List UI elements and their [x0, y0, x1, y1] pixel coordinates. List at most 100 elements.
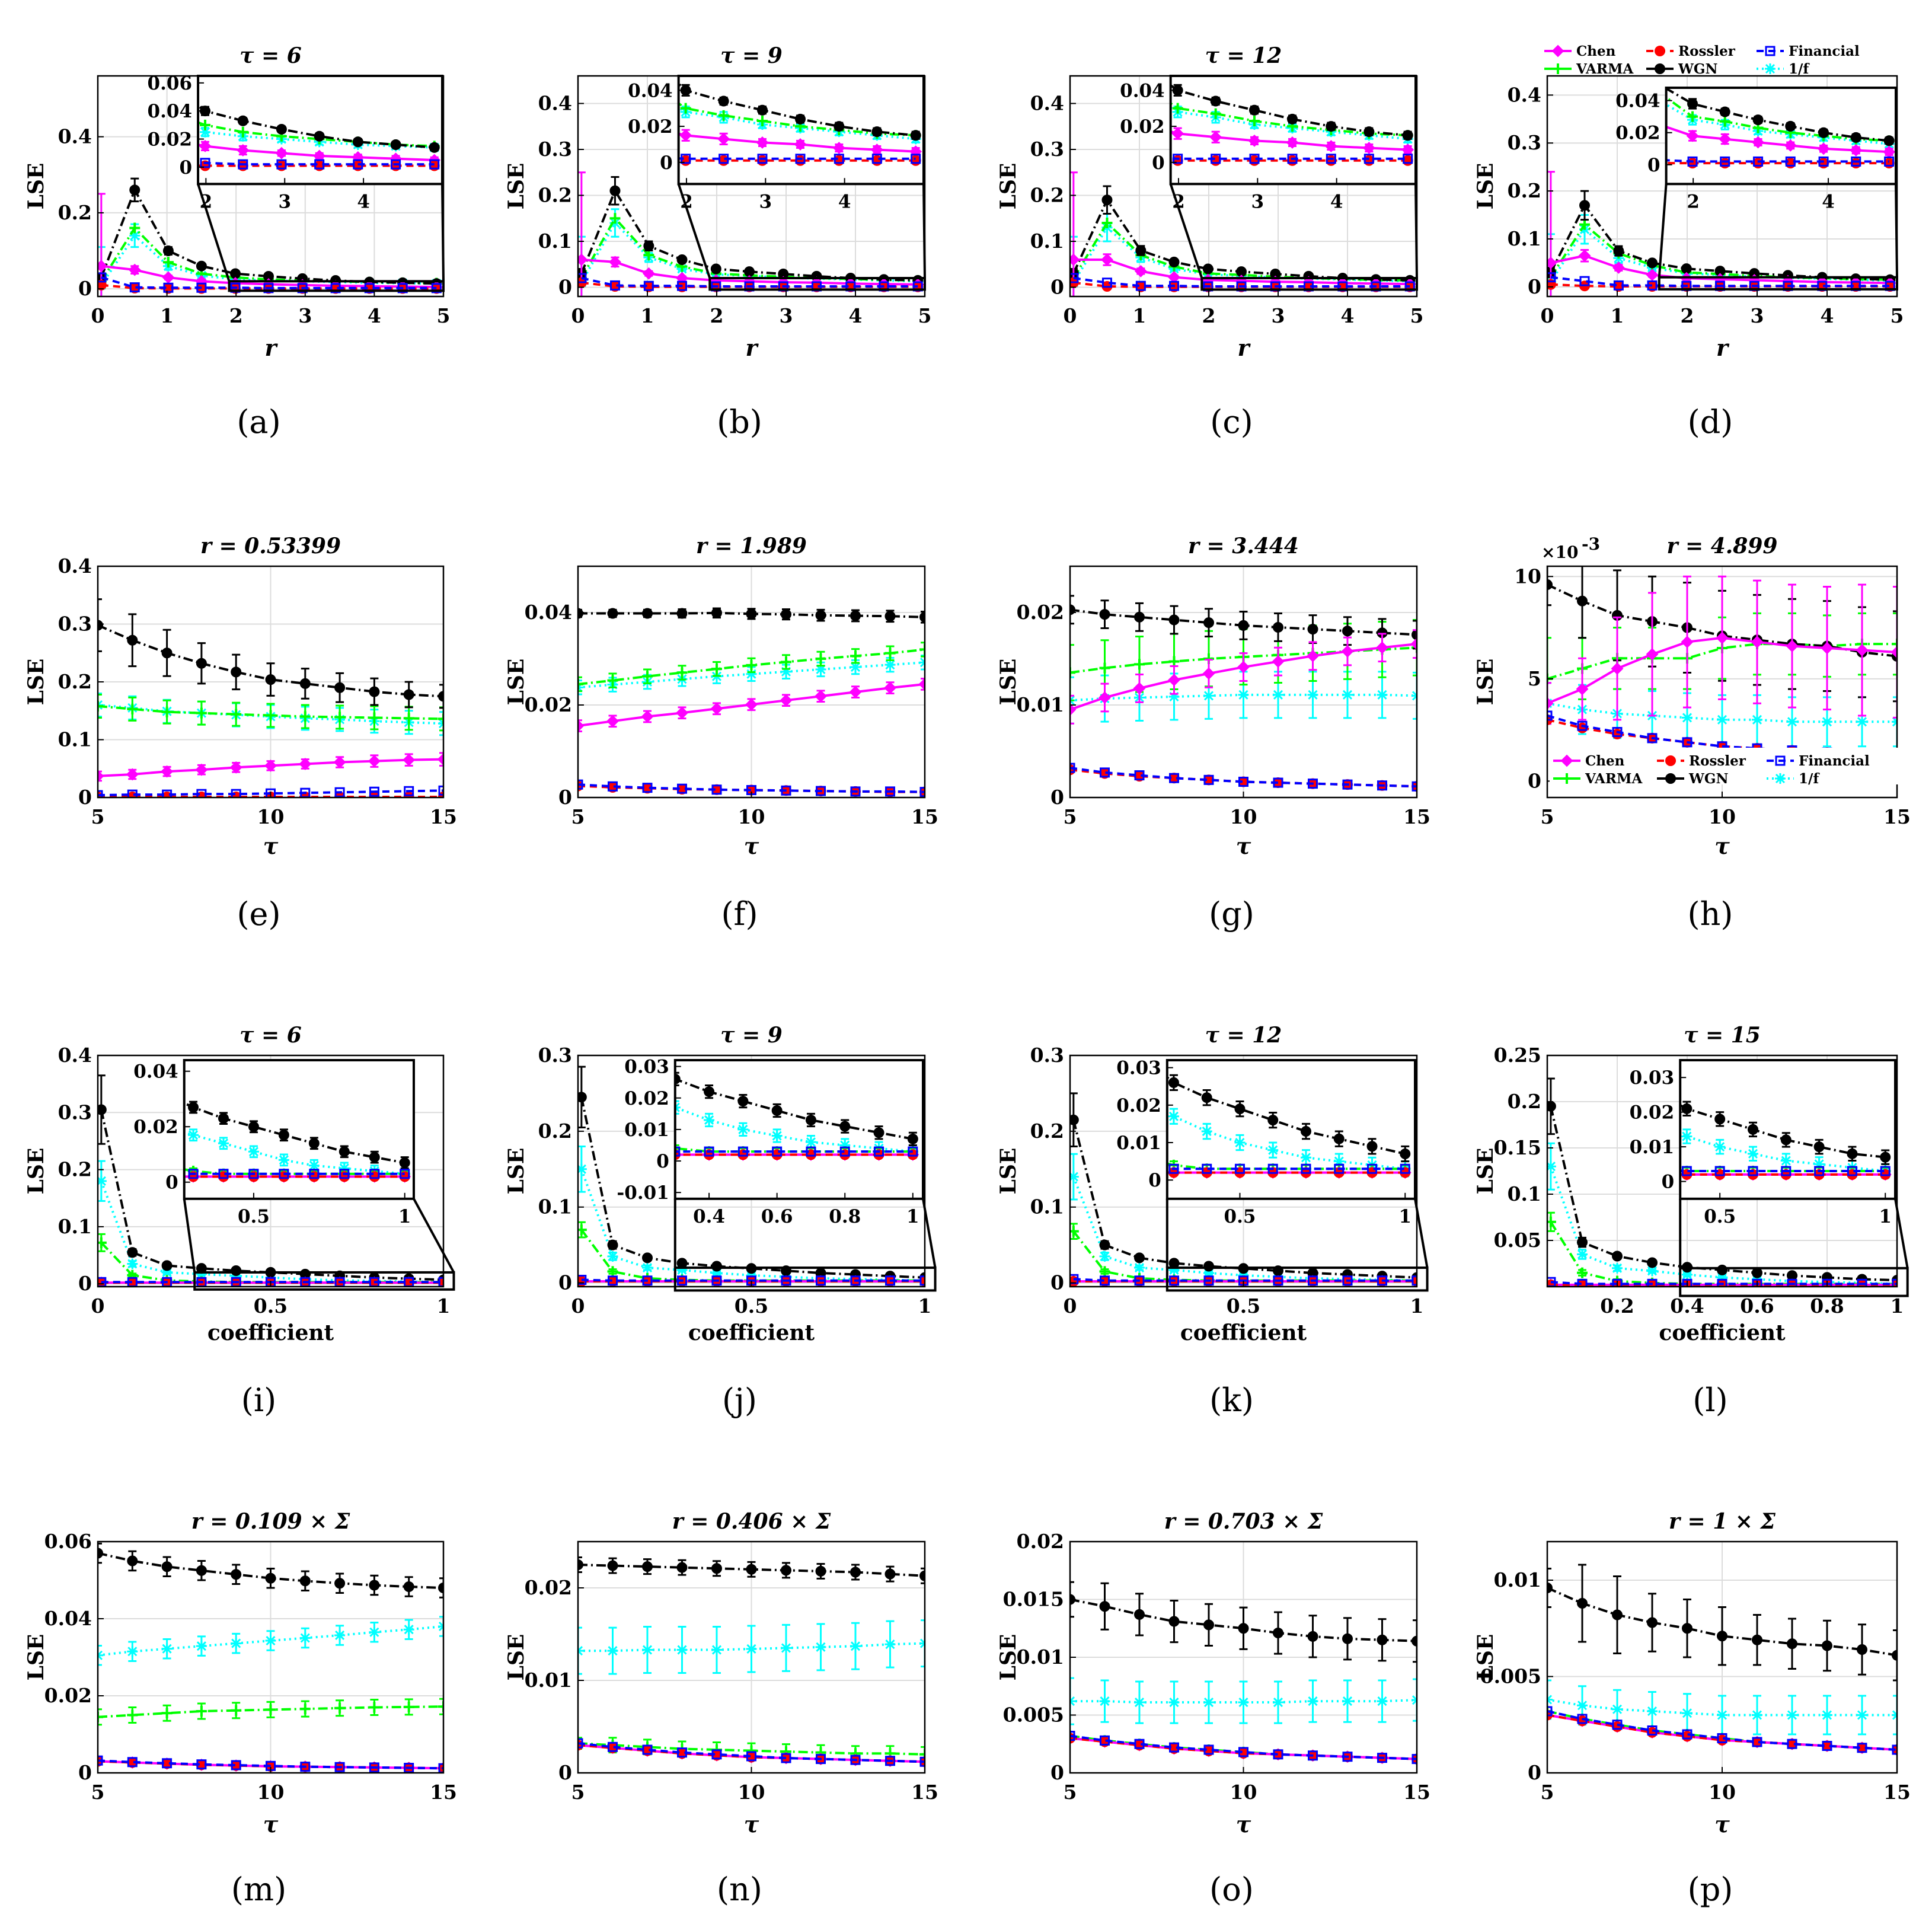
- y-tick-label: 0: [1528, 1761, 1541, 1784]
- data-point: [1647, 280, 1658, 291]
- y-tick-label: 0.1: [538, 229, 572, 253]
- x-tick-label: 5: [1541, 1781, 1554, 1804]
- data-point: [1647, 733, 1658, 744]
- y-tick-label: -0.01: [617, 1182, 669, 1204]
- data-point: [642, 50, 652, 59]
- x-tick-label: 4: [357, 191, 370, 212]
- data-point: [781, 666, 791, 677]
- data-point: [815, 690, 827, 703]
- data-point: [162, 789, 173, 797]
- x-tick-label: 3: [1751, 304, 1764, 327]
- data-point: [1577, 1237, 1588, 1248]
- data-point: [676, 706, 688, 719]
- x-tick-label: 3: [298, 304, 312, 327]
- error-bar: [129, 1013, 137, 1047]
- zoom-box: [673, 1267, 937, 1292]
- data-point: [1210, 95, 1221, 107]
- data-point: [566, 58, 576, 69]
- data-point: [308, 1138, 320, 1149]
- data-point: [642, 1275, 653, 1286]
- data-point: [850, 1567, 861, 1578]
- x-axis-label: τ: [263, 832, 279, 859]
- data-point: [127, 1247, 138, 1258]
- series-line: [98, 624, 443, 698]
- data-point: [1238, 620, 1249, 631]
- y-tick-label: 0.01: [1017, 693, 1064, 716]
- legend-entry: Financial: [1767, 753, 1870, 769]
- data-point: [1019, 139, 1030, 149]
- data-point: [1234, 1163, 1245, 1174]
- error-bar: [98, 1542, 102, 1564]
- y-tick-label: 0.04: [628, 80, 673, 101]
- data-point: [1547, 710, 1553, 721]
- y-axis-label: LSE: [1473, 163, 1498, 210]
- y-tick-label: 0.1: [1030, 229, 1064, 253]
- data-point: [129, 282, 140, 293]
- y-tick-label: 0.04: [1120, 80, 1165, 101]
- data-point: [98, 1175, 107, 1186]
- series-line: [1550, 1281, 1897, 1285]
- error-bar: [567, 45, 575, 81]
- error-bar: [1893, 586, 1897, 719]
- error-bar: [124, 12, 133, 40]
- inset-frame: [197, 75, 443, 186]
- data-point: [676, 1264, 688, 1275]
- series-chen: [578, 678, 925, 732]
- y-tick-label: 0.04: [148, 101, 193, 122]
- error-bar: [1893, 1629, 1897, 1682]
- data-point: [815, 1641, 826, 1653]
- data-point: [308, 1160, 320, 1171]
- x-tick-label: 2: [710, 304, 724, 327]
- data-point: [746, 608, 757, 620]
- x-tick-label: 3: [759, 191, 772, 212]
- data-point: [607, 1250, 618, 1262]
- legend-entry: 1/f: [1757, 61, 1810, 77]
- data-point: [1096, 40, 1106, 50]
- data-point: [795, 154, 806, 164]
- data-point: [1134, 1252, 1145, 1264]
- data-point: [1547, 1583, 1553, 1593]
- y-tick-label: 0.01: [1017, 1645, 1064, 1669]
- legend-label: WGN: [1678, 61, 1718, 77]
- legend-marker: [1655, 63, 1665, 74]
- data-point: [1752, 714, 1762, 725]
- y-tick-label: 0: [78, 786, 92, 809]
- x-axis-label: τ: [263, 1811, 279, 1838]
- data-point: [1646, 269, 1659, 282]
- data-point: [369, 1762, 379, 1773]
- data-point: [188, 1169, 199, 1179]
- data-point: [196, 260, 207, 272]
- y-tick-label: 0.02: [525, 693, 572, 716]
- data-point: [1273, 689, 1283, 700]
- data-point: [527, 139, 538, 149]
- data-point: [1612, 1703, 1623, 1715]
- data-point: [1577, 1714, 1588, 1724]
- x-tick-label: 15: [430, 805, 457, 828]
- x-tick-label: 10: [738, 1781, 765, 1804]
- data-point: [1717, 1272, 1727, 1283]
- data-point: [885, 1275, 895, 1286]
- data-point: [1716, 631, 1729, 645]
- data-point: [1377, 1634, 1388, 1645]
- data-point: [602, 1045, 612, 1056]
- data-point: [1719, 116, 1730, 127]
- panel-title: r = 4.899: [1667, 534, 1778, 559]
- error-bar: [578, 680, 582, 696]
- y-axis-label: LSE: [1473, 1634, 1498, 1681]
- series-line: [1072, 1176, 1417, 1282]
- data-point: [908, 1146, 918, 1157]
- x-tick-label: 15: [911, 805, 938, 828]
- data-point: [129, 222, 140, 234]
- data-point: [711, 1563, 722, 1574]
- error-bar: [1074, 888, 1082, 962]
- x-axis-label: τ: [744, 832, 759, 859]
- error-bar: [1554, 904, 1562, 974]
- legend-background: [1550, 748, 1898, 784]
- data-point: [607, 1266, 618, 1277]
- data-point: [911, 154, 921, 164]
- legend-marker: [1665, 773, 1676, 784]
- data-point: [676, 1562, 688, 1573]
- data-point: [196, 658, 207, 669]
- series-line: [1170, 157, 1408, 160]
- zoom-connector: [1895, 184, 1898, 277]
